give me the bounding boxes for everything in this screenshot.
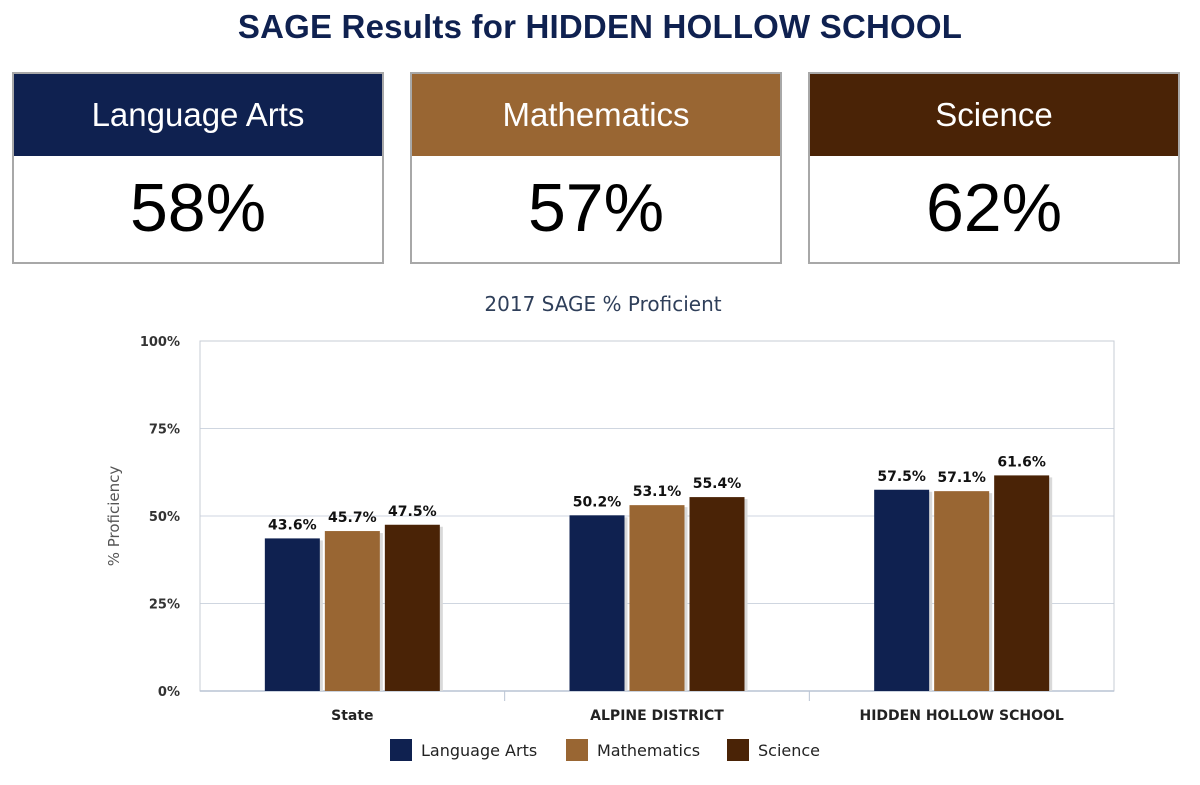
- bar-language-arts: [874, 489, 930, 691]
- data-label: 47.5%: [388, 504, 437, 520]
- legend-label: Science: [758, 741, 820, 760]
- y-tick-label: 0%: [158, 685, 180, 700]
- legend-label: Mathematics: [597, 741, 700, 760]
- bar-mathematics: [629, 505, 685, 691]
- y-tick-label: 100%: [140, 335, 180, 350]
- data-label: 57.5%: [877, 469, 926, 485]
- bar-science: [384, 524, 440, 691]
- y-tick-label: 25%: [149, 598, 180, 613]
- science-card: Science 62%: [808, 72, 1180, 264]
- card-value: 57%: [527, 170, 665, 246]
- legend-swatch: [566, 739, 588, 761]
- proficiency-bar-chart: 2017 SAGE % Proficient 0% 25% 50% 75% 100% % P…: [105, 292, 1115, 761]
- chart-title: 2017 SAGE % Proficient: [484, 292, 721, 316]
- card-value: 58%: [129, 170, 267, 246]
- card-label: Science: [810, 74, 1178, 156]
- data-label: 55.4%: [693, 476, 742, 492]
- card-label: Mathematics: [412, 74, 780, 156]
- y-tick-label: 75%: [149, 423, 180, 438]
- bar-mathematics: [324, 531, 380, 691]
- data-label: 45.7%: [328, 510, 377, 526]
- mathematics-card: Mathematics 57%: [410, 72, 782, 264]
- card-label: Language Arts: [14, 74, 382, 156]
- data-label: 43.6%: [268, 517, 317, 533]
- y-axis-label: % Proficiency: [105, 466, 123, 567]
- data-label: 57.1%: [937, 470, 986, 486]
- bar-language-arts: [264, 538, 320, 691]
- card-value: 62%: [925, 170, 1063, 246]
- x-category-label: ALPINE DISTRICT: [590, 708, 724, 724]
- legend-swatch: [390, 739, 412, 761]
- x-category-label: HIDDEN HOLLOW SCHOOL: [860, 708, 1064, 724]
- legend-swatch: [727, 739, 749, 761]
- language-arts-card: Language Arts 58%: [12, 72, 384, 264]
- data-label: 50.2%: [573, 494, 622, 510]
- bar-science: [994, 475, 1050, 691]
- bar-language-arts: [569, 515, 625, 691]
- data-label: 53.1%: [633, 484, 682, 500]
- bar-mathematics: [934, 491, 990, 691]
- x-category-label: State: [331, 708, 373, 724]
- legend-label: Language Arts: [421, 741, 537, 760]
- bar-science: [689, 497, 745, 691]
- y-tick-label: 50%: [149, 510, 180, 525]
- page-title: SAGE Results for HIDDEN HOLLOW SCHOOL: [237, 8, 963, 45]
- data-label: 61.6%: [997, 454, 1046, 470]
